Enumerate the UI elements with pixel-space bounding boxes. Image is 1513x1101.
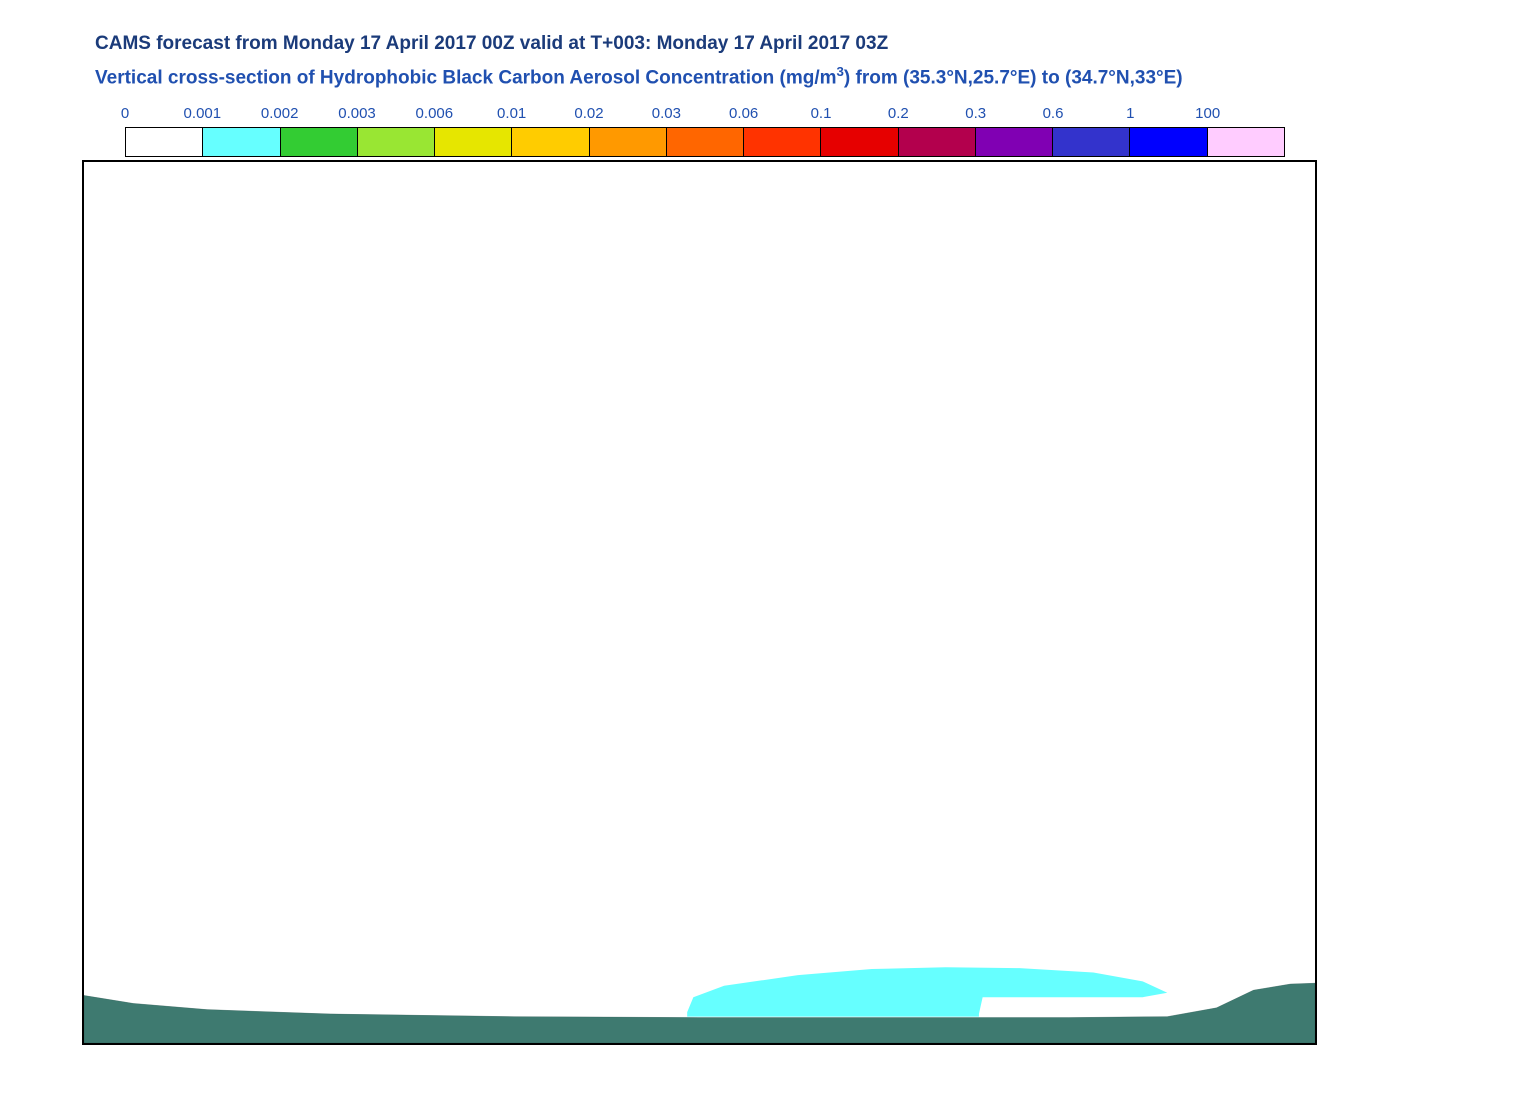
x-tick: 35.11°N/28°E xyxy=(406,1043,526,1045)
colorbar-label: 0.02 xyxy=(574,105,603,122)
colorbar-label: 0.006 xyxy=(416,105,454,122)
x-tick-mark xyxy=(465,1043,467,1045)
y-tick: 200 xyxy=(82,283,84,306)
colorbar-label: 1 xyxy=(1126,105,1134,122)
y-tick-mark xyxy=(82,822,84,824)
colorbar-swatch xyxy=(203,128,280,156)
colorbar-swatch xyxy=(1130,128,1207,156)
colorbar-label: 0.06 xyxy=(729,105,758,122)
y-tick: 800 xyxy=(82,811,84,834)
colorbar-swatch xyxy=(1208,128,1284,156)
y-tick-mark xyxy=(82,646,84,648)
colorbar-label: 0 xyxy=(121,105,129,122)
title-line-1: CAMS forecast from Monday 17 April 2017 … xyxy=(95,30,1183,58)
title2-prefix: Vertical cross-section of Hydrophobic Bl… xyxy=(95,67,837,88)
x-tick-mark xyxy=(1142,1043,1144,1045)
colorbar-label: 0.3 xyxy=(965,105,986,122)
title-line-2: Vertical cross-section of Hydrophobic Bl… xyxy=(95,58,1183,92)
colorbar-label: 0.001 xyxy=(184,105,222,122)
colorbar-swatch xyxy=(126,128,203,156)
colorbar-swatch xyxy=(976,128,1053,156)
y-tick-mark xyxy=(82,998,84,1000)
y-tick-mark xyxy=(82,469,84,471)
colorbar-swatch xyxy=(590,128,667,156)
terrain-layer xyxy=(84,162,1315,1043)
x-tick: 34.78°N/32°E xyxy=(1082,1043,1204,1045)
title2-suffix: ) from (35.3°N,25.7°E) to (34.7°N,33°E) xyxy=(844,67,1183,88)
colorbar-swatch xyxy=(821,128,898,156)
plot-area: 200 400 600 800 1000 35.28°N/26°E 35.11°N/28°E… xyxy=(82,160,1317,1045)
colorbar-label: 100 xyxy=(1195,105,1220,122)
y-tick: 600 xyxy=(82,635,84,658)
colorbar-swatch xyxy=(1053,128,1130,156)
colorbar-swatch xyxy=(899,128,976,156)
colorbar-label: 0.6 xyxy=(1043,105,1064,122)
colorbar-swatch xyxy=(281,128,358,156)
colorbar-swatch xyxy=(358,128,435,156)
terrain-region xyxy=(84,983,1315,1043)
colorbar-swatch xyxy=(512,128,589,156)
chart-titles: CAMS forecast from Monday 17 April 2017 … xyxy=(95,30,1183,92)
colorbar-label: 0.01 xyxy=(497,105,526,122)
colorbar-label: 0.1 xyxy=(811,105,832,122)
colorbar-label: 0.03 xyxy=(652,105,681,122)
colorbar-label: 0.003 xyxy=(338,105,376,122)
colorbar-swatch xyxy=(667,128,744,156)
colorbar-swatch xyxy=(435,128,512,156)
colorbar-label: 0.002 xyxy=(261,105,299,122)
colorbar: 00.0010.0020.0030.0060.010.020.030.060.1… xyxy=(125,105,1285,157)
colorbar-labels: 00.0010.0020.0030.0060.010.020.030.060.1… xyxy=(125,105,1285,127)
x-tick: 34.95°N/30°E xyxy=(743,1043,865,1045)
colorbar-swatches xyxy=(125,127,1285,157)
colorbar-label: 0.2 xyxy=(888,105,909,122)
x-tick: 35.28°N/26°E xyxy=(82,1043,188,1045)
colorbar-swatch xyxy=(744,128,821,156)
y-tick-mark xyxy=(82,293,84,295)
title2-sup: 3 xyxy=(837,64,844,79)
x-tick-mark xyxy=(126,1043,128,1045)
x-tick-mark xyxy=(803,1043,805,1045)
y-tick: 1000 xyxy=(82,987,84,1010)
y-tick: 400 xyxy=(82,459,84,482)
